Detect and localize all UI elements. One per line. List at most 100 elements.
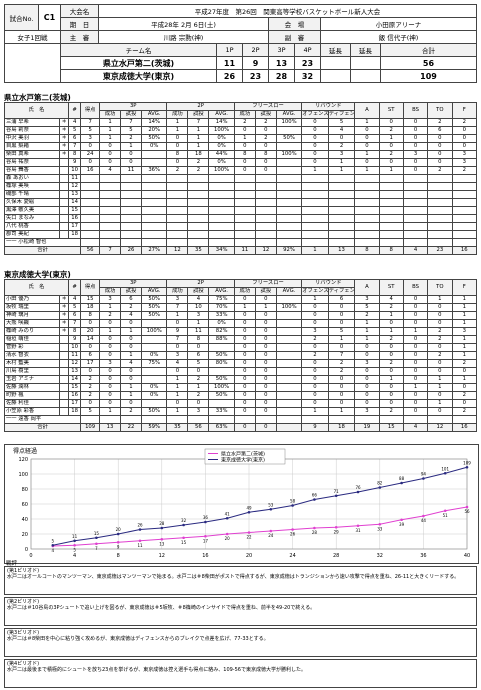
y-tick-label: 100 <box>18 472 28 478</box>
stat: 0 <box>427 343 453 352</box>
stat <box>427 198 453 207</box>
legend-box <box>204 448 286 465</box>
stat: 2 <box>327 359 356 368</box>
player-name: 柴田 真希 <box>3 150 61 159</box>
value-label: 76 <box>355 485 361 490</box>
stat: 0 <box>233 383 256 392</box>
commentary: 戦評 (第1ピリオド) 水戸二はオールコートのマンツーマン、東京成徳はマンツーマンで… <box>4 561 477 690</box>
stat: 3 <box>99 295 121 304</box>
stat: 4 <box>120 311 142 320</box>
value-label: 22 <box>246 535 252 540</box>
point <box>116 532 120 536</box>
player-name: 小笠原 彩香 <box>3 407 61 416</box>
stat: 0 <box>402 375 429 384</box>
stat <box>275 391 303 400</box>
stat: 2 <box>301 335 329 344</box>
total: 92% <box>275 246 303 255</box>
stat <box>327 198 356 207</box>
stat: 6 <box>427 126 453 135</box>
stat: 1 <box>451 303 478 312</box>
stat: 0 <box>378 351 404 360</box>
legend-label: 県立水戸第二(茨城) <box>221 450 265 457</box>
stat <box>402 238 429 247</box>
stat: 0 <box>427 407 453 416</box>
header-row: 氏 名 # 得点 3P 2P フリースロー リバウンド A ST BS TO F <box>3 279 478 296</box>
stat: 6 <box>80 351 101 360</box>
stat: 10 <box>187 303 210 312</box>
col-sub: 試投 <box>254 110 277 119</box>
stat: 0 <box>402 367 429 376</box>
stat <box>140 214 168 223</box>
stat <box>59 343 70 352</box>
stat <box>427 182 453 191</box>
stat: 0 <box>427 150 453 159</box>
box-score: 氏 名 # 得点 3P 2P フリースロー リバウンド A ST BS TO F 成功 試投 AVG. 成功試… <box>3 279 478 432</box>
stat: 2 <box>120 303 142 312</box>
col-sub: オフェンス <box>301 287 329 296</box>
stat <box>301 230 329 239</box>
stat: 0 <box>233 343 256 352</box>
stat <box>140 206 168 215</box>
col-sub: AVG. <box>140 110 168 119</box>
value-label: 71 <box>334 489 340 494</box>
stat: 0 <box>254 399 277 408</box>
series-line <box>52 506 468 547</box>
col-head: A <box>354 102 380 119</box>
stat: 100% <box>208 126 235 135</box>
stat: 0 <box>301 375 329 384</box>
period-label: 延長 <box>350 43 381 57</box>
stat: 0 <box>301 399 329 408</box>
player-row: 木村 藍美 12 17 3 4 75% 4 5 80% 0 0 0 2 3 2 0 0 2 <box>3 359 478 368</box>
stat: 0 <box>254 126 277 135</box>
stat: 24 <box>80 150 101 159</box>
stat <box>99 182 121 191</box>
chart-frame: 得点経過 0 20 40 60 80 100 120 0 4 8 12 16 20 24 28 32 36 40 4… <box>4 444 479 564</box>
player-name: 中沢 美羽 <box>3 134 61 143</box>
total: 26 <box>120 246 142 255</box>
stat <box>59 359 70 368</box>
total-label: 合計 <box>3 423 82 432</box>
stat <box>233 174 256 183</box>
stat <box>166 214 189 223</box>
stat <box>301 206 329 215</box>
stat: 100% <box>275 150 303 159</box>
stat: 0 <box>254 367 277 376</box>
stat <box>99 222 121 231</box>
stat: 0 <box>327 375 356 384</box>
stat: 8 <box>166 150 189 159</box>
coach-row: 一一 小松崎 智也 <box>3 238 478 247</box>
stat: 0 <box>354 375 380 384</box>
stat: 11 <box>68 351 82 360</box>
total: 1 <box>301 246 329 255</box>
player-row: 三浦 早希＊ 4 7 1 7 14% 1 7 14% 2 2 100% 0 5 1 0 0 2 2 <box>3 118 478 127</box>
period-score: 13 <box>268 56 295 70</box>
stat <box>275 174 303 183</box>
stat: 3 <box>354 295 380 304</box>
stat: 5 <box>187 359 210 368</box>
period-score: 23 <box>242 69 269 83</box>
stat: 0 <box>451 367 478 376</box>
stat <box>275 343 303 352</box>
stat: 14 <box>68 198 82 207</box>
stat: 0 <box>354 383 380 392</box>
stat: 0 <box>427 359 453 368</box>
stat: 12 <box>68 359 82 368</box>
value-label: 56 <box>464 509 470 514</box>
stat: 0 <box>427 158 453 167</box>
stat: 1 <box>327 166 356 175</box>
stat: 0 <box>120 399 142 408</box>
period-label: 2P <box>242 43 269 57</box>
point <box>378 486 382 489</box>
stat <box>208 198 235 207</box>
stat <box>254 190 277 199</box>
stat <box>451 222 478 231</box>
umpire: 飯 信代子(神) <box>320 30 477 44</box>
player-name: 坂牧 瑞里 <box>3 303 61 312</box>
stat: ＊ <box>59 118 70 127</box>
stat: 7 <box>187 118 210 127</box>
value-label: 20 <box>116 527 122 532</box>
stat <box>59 335 70 344</box>
total: 16 <box>451 246 478 255</box>
stat <box>378 222 404 231</box>
player-name: 目黒 梨緒 <box>3 142 61 151</box>
